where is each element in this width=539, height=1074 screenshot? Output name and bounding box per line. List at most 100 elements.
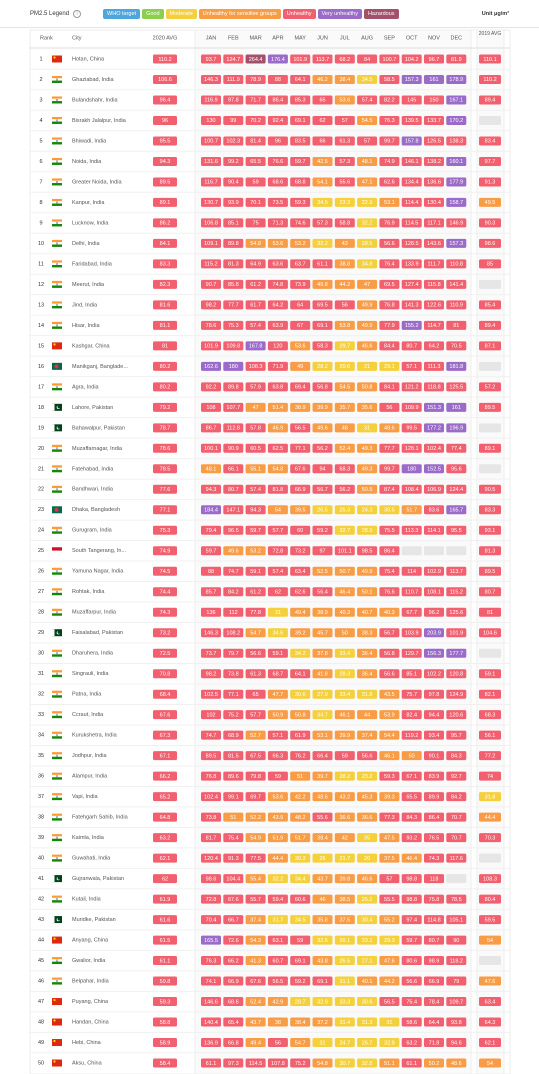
flag [51, 711, 63, 719]
value-label: 111.9 [227, 77, 240, 83]
value-cell [334, 443, 355, 453]
value-cell [401, 1017, 422, 1027]
value-cell [153, 689, 177, 699]
flag [51, 834, 63, 842]
value-label: 59.7 [295, 159, 306, 165]
city: Anyang, China [72, 938, 109, 944]
value-label: 110.8 [450, 262, 463, 268]
flag [51, 895, 63, 903]
flag-part [52, 260, 62, 263]
flag-part [51, 550, 63, 555]
flag-part [52, 465, 62, 468]
value-label: 113.7 [450, 569, 463, 575]
value-label: 180 [407, 467, 416, 473]
value-cell [479, 566, 501, 576]
value-cell [334, 997, 355, 1007]
value-cell [479, 710, 501, 720]
value-cell [379, 525, 400, 535]
value-cell [245, 587, 266, 597]
value-label: 56.7 [384, 630, 395, 636]
value-label: 82.3 [160, 282, 171, 288]
value-label: 136.6 [427, 180, 441, 186]
value-label: 98.6 [485, 241, 496, 247]
flag-part [56, 836, 58, 839]
value-cell [479, 300, 501, 310]
value-label: 112.8 [227, 426, 240, 432]
flag-part [52, 137, 62, 140]
value-cell [290, 156, 311, 166]
value-cell [267, 423, 288, 433]
value-cell [312, 853, 333, 863]
value-label: 120 [273, 344, 282, 350]
value-cell [312, 74, 333, 84]
info-icon[interactable]: i [73, 9, 82, 18]
value-cell [401, 648, 422, 658]
value-cell [401, 751, 422, 761]
value-cell [290, 423, 311, 433]
value-cell [201, 648, 221, 658]
value-cell [223, 710, 244, 720]
value-label: 89.5 [160, 180, 171, 186]
value-label: 53.6 [273, 241, 284, 247]
value-cell [357, 525, 378, 535]
flag-part [52, 649, 62, 653]
value-cell [479, 1058, 501, 1068]
flag [51, 813, 63, 821]
value-cell [479, 443, 501, 453]
value-label: 86.4 [273, 98, 284, 104]
value-cell [153, 833, 177, 843]
legend-item: Moderate [165, 8, 197, 19]
value-cell [446, 341, 467, 351]
flag-part [52, 813, 62, 817]
value-cell [334, 669, 355, 679]
value-cell [290, 833, 311, 843]
header-month: JUL [340, 35, 350, 41]
value-label: 59.2 [317, 528, 328, 534]
value-cell [357, 607, 378, 617]
value-label: 61.9 [295, 733, 306, 739]
rank: 50 [38, 1060, 44, 1066]
value-cell [401, 771, 422, 781]
value-label: 74.3 [429, 856, 440, 862]
value-cell [446, 607, 467, 617]
value-label: 122.6 [427, 303, 441, 309]
value-cell [290, 279, 311, 289]
value-label: 51.7 [295, 835, 306, 841]
value-cell [401, 915, 422, 925]
value-cell [334, 1038, 355, 1048]
value-cell [334, 915, 355, 925]
value-label: 66.7 [228, 917, 239, 923]
city: Agra, India [72, 384, 100, 390]
value-label: 114.4 [405, 200, 418, 206]
value-label: 34.8 [362, 262, 373, 268]
value-cell [479, 218, 501, 228]
value-label: 50 [409, 753, 415, 759]
value-label: 44.2 [339, 282, 350, 288]
value-label: 84.2 [451, 794, 462, 800]
value-label: 66 [319, 139, 325, 145]
value-label: 114.1 [427, 528, 440, 534]
value-label: 77.1 [160, 508, 171, 514]
value-cell [379, 341, 400, 351]
value-cell [267, 648, 288, 658]
value-label: 113.7 [316, 57, 329, 63]
value-label: 31.7 [273, 917, 284, 923]
value-label: 37.4 [362, 733, 373, 739]
value-label: 25.3 [339, 508, 350, 514]
value-label: 61.9 [160, 897, 171, 903]
value-label: 73.2 [295, 549, 306, 555]
value-cell [223, 566, 244, 576]
header-month: JUN [317, 35, 328, 41]
value-cell [153, 136, 177, 146]
value-label: 30.4 [362, 917, 373, 923]
value-label: 54.7 [250, 630, 261, 636]
value-cell [153, 751, 177, 761]
value-cell [245, 792, 266, 802]
value-label: 34.5 [295, 917, 306, 923]
value-cell [267, 853, 288, 863]
value-cell [424, 320, 444, 330]
value-cell [401, 443, 422, 453]
value-cell [379, 833, 400, 843]
value-cell [153, 587, 177, 597]
value-cell [290, 505, 311, 515]
